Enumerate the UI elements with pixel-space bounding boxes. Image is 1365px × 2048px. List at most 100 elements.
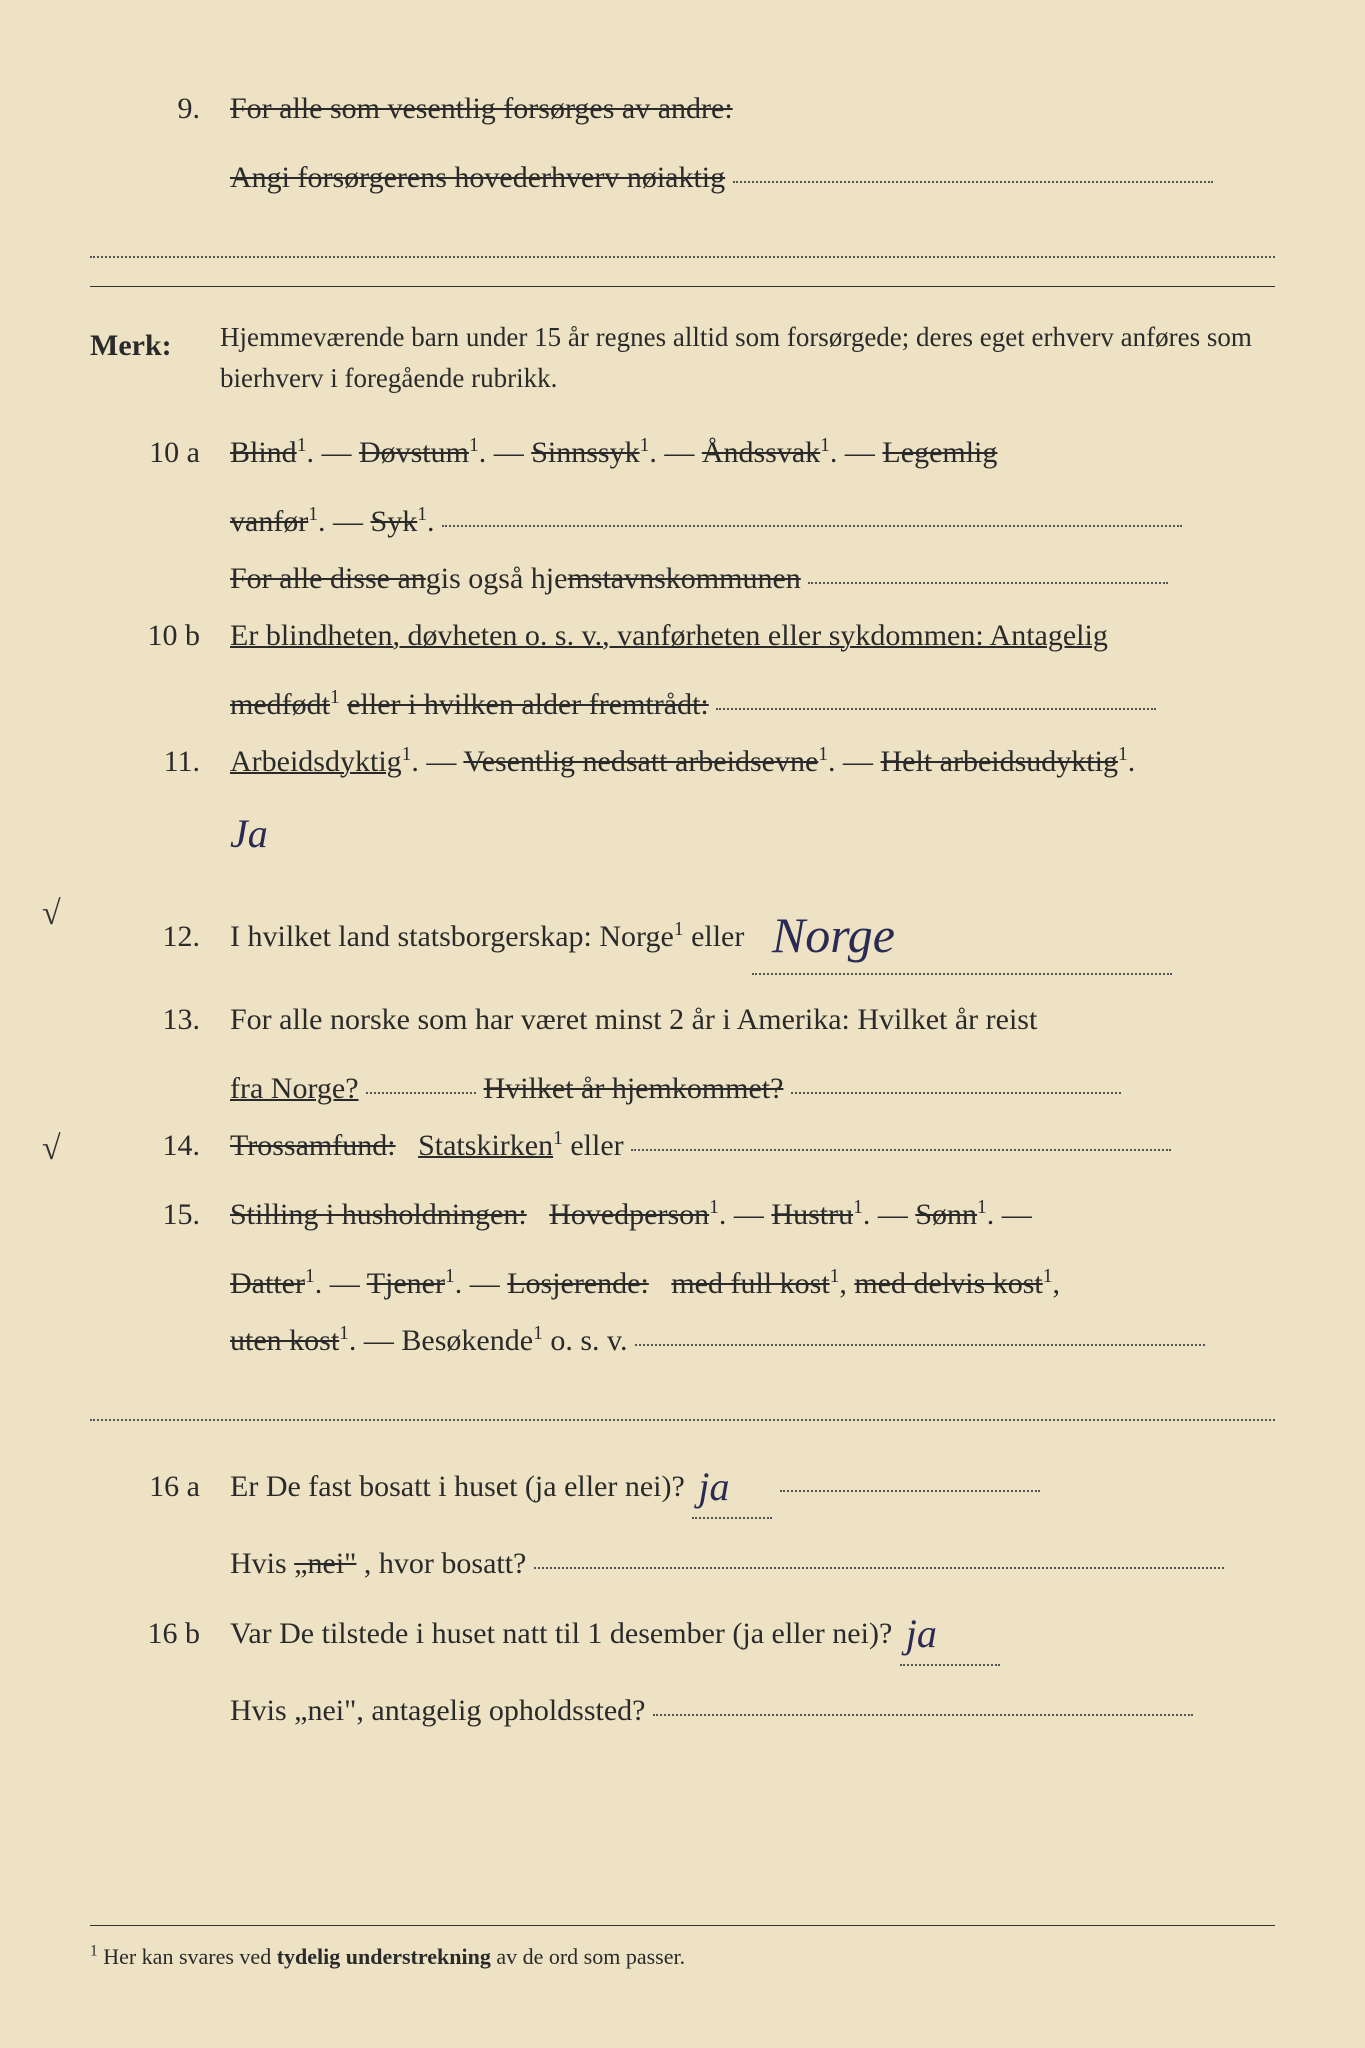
q15-blank [90,1377,1275,1421]
q10a-content: Blind1. — Døvstum1. — Sinnssyk1. — Åndss… [230,424,1275,481]
d: . [1128,745,1136,778]
s: 1 [445,1266,455,1287]
q10b-num: 10 b [90,607,230,664]
fill [635,1344,1205,1346]
o: Helt arbeidsudyktig [881,745,1118,778]
dash: — [664,436,702,469]
t: Var De tilstede i huset natt til 1 desem… [230,1617,892,1650]
o: Besøkende [401,1324,533,1357]
fill [780,1490,1040,1492]
q10a-l3: For alle disse angis også hjemstavnskomm… [90,550,1275,607]
dash: — [470,1267,508,1300]
t: Hvis [230,1547,294,1580]
s: 1 [339,1323,349,1344]
t: Stilling i husholdningen: [230,1198,527,1231]
fill: ja [900,1588,1000,1666]
t: eller i hvilken alder fremtrådt: [347,688,709,721]
q9-num: 9. [90,80,230,137]
q15-content: Stilling i husholdningen: Hovedperson1. … [230,1186,1275,1243]
dash: — [364,1324,402,1357]
q10a: 10 a Blind1. — Døvstum1. — Sinnssyk1. — … [90,424,1275,481]
fill: ja [692,1441,772,1519]
q11-num: 11. [90,733,230,790]
o: Sønn [915,1198,977,1231]
o: Åndssvak [702,436,820,469]
s: 1 [853,1197,863,1218]
q12-content: I hvilket land statsborgerskap: Norge1 e… [230,882,1275,979]
fill [733,181,1213,183]
o: Arbeidsdyktig [230,745,402,778]
d: . [349,1324,357,1357]
s: 1 [533,1323,543,1344]
o: Hovedperson [549,1198,709,1231]
dash: — [330,1267,367,1300]
q12-num: 12. [90,908,230,965]
d: . [455,1267,463,1300]
s: 1 [830,1266,840,1287]
s: 1 [297,435,307,456]
check-icon: √ [42,882,61,947]
q16a-num: 16 a [90,1458,230,1515]
s: 1 [330,687,340,708]
t: eller [691,920,744,953]
s: 1 [417,504,427,525]
s: 1 [709,1197,719,1218]
d: . [830,436,838,469]
q14-num: 14. [90,1117,230,1174]
d: . [411,745,419,778]
q9-line1: For alle som vesentlig forsørges av andr… [230,92,733,125]
q15-num: 15. [90,1186,230,1243]
dash: — [321,436,359,469]
q15-l2: Datter1. — Tjener1. — Losjerende: med fu… [90,1255,1275,1312]
q14: √ 14. Trossamfund: Statskirken1 eller [90,1117,1275,1174]
q16b-l2: Hvis „nei", antagelig opholdssted? [90,1682,1275,1739]
s: 1 [469,435,479,456]
dash: — [843,745,881,778]
fill [808,582,1168,584]
t: medfødt [230,688,330,721]
o: Døvstum [359,436,469,469]
o: med full kost [671,1267,829,1300]
d: . [828,745,836,778]
t: Hvis „nei", antagelig opholdssted? [230,1694,646,1727]
fill [653,1714,1193,1716]
o: med delvis kost [854,1267,1042,1300]
t: gis også hje [426,562,568,595]
q16a-l2: Hvis „nei" , hvor bosatt? [90,1535,1275,1592]
d: . [306,436,314,469]
d: . [863,1198,871,1231]
q10b-l2: medfødt1 eller i hvilken alder fremtrådt… [90,676,1275,733]
q9-blank-line [90,214,1275,258]
merk-text: Hjemmeværende barn under 15 år regnes al… [220,317,1275,398]
q9-content: For alle som vesentlig forsørges av andr… [230,80,1275,137]
o: Tjener [367,1267,445,1300]
s: 1 [305,1266,315,1287]
d: . [987,1198,995,1231]
t: eller [570,1129,623,1162]
s: 1 [553,1128,563,1149]
t: Hvilket år hjemkommet? [484,1072,784,1105]
q10a-l2: vanfør1. — Syk1. [90,493,1275,550]
d: . [479,436,487,469]
fill [631,1149,1171,1151]
s: 1 [308,504,318,525]
q16b-num: 16 b [90,1605,230,1662]
q16b: 16 b Var De tilstede i huset natt til 1 … [90,1592,1275,1670]
q13-content: For alle norske som har været minst 2 år… [230,991,1275,1048]
dash: — [1002,1198,1032,1231]
q12: √ 12. I hvilket land statsborgerskap: No… [90,882,1275,979]
t: Er blindheten, døvheten o. s. v., vanfør… [230,619,1108,652]
q11-content: Arbeidsdyktig1. — Vesentlig nedsatt arbe… [230,733,1275,790]
d: . [318,505,326,538]
q11-hand: Ja [230,796,268,872]
d: . [719,1198,727,1231]
q15-l3: uten kost1. — Besøkende1 o. s. v. [90,1312,1275,1369]
fn-b: tydelig understrekning [277,1944,491,1969]
q16a: 16 a Er De fast bosatt i huset (ja eller… [90,1445,1275,1523]
t: „nei" [294,1547,356,1580]
q13: 13. For alle norske som har været minst … [90,991,1275,1048]
t: Er De fast bosatt i huset (ja eller nei)… [230,1470,685,1503]
fill: Norge [752,878,1172,975]
dash: — [333,505,371,538]
fn-c: av de ord som passer. [491,1944,685,1969]
